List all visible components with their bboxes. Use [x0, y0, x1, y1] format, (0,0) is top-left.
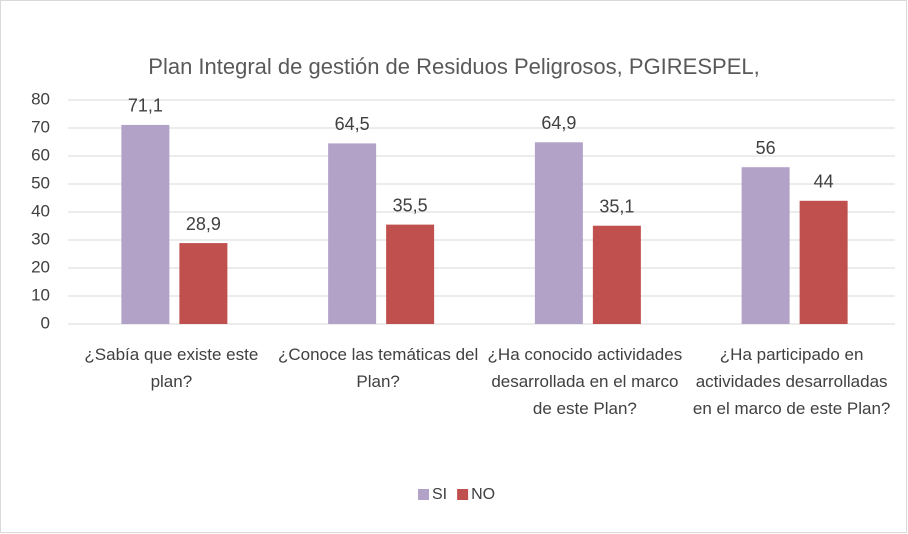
- value-label: 28,9: [186, 214, 221, 234]
- bar: [534, 142, 583, 324]
- y-tick-label: 40: [31, 201, 50, 220]
- value-label: 64,9: [541, 113, 576, 133]
- bar: [592, 225, 641, 324]
- y-tick-label: 80: [31, 89, 50, 108]
- value-label: 35,1: [599, 196, 634, 216]
- bar: [799, 200, 848, 324]
- x-tick-label: ¿Sabía que existe este plan?: [84, 345, 259, 391]
- legend-swatch: [457, 489, 469, 500]
- legend-label: SI: [432, 486, 447, 503]
- x-tick-label: ¿Ha conocido actividades desarrollada en…: [487, 345, 683, 418]
- x-tick-label: ¿Conoce las temáticas del Plan?: [277, 345, 479, 391]
- y-tick-label: 20: [31, 257, 50, 276]
- x-tick-label: ¿Ha participado en actividades desarroll…: [692, 345, 891, 418]
- value-label: 35,5: [393, 195, 428, 215]
- bar: [386, 224, 435, 324]
- value-label: 44: [814, 172, 834, 192]
- y-tick-label: 10: [31, 285, 50, 304]
- legend-label: NO: [471, 486, 495, 503]
- y-tick-label: 50: [31, 173, 50, 192]
- value-label: 56: [756, 138, 776, 158]
- y-tick-label: 60: [31, 145, 50, 164]
- bar: [328, 143, 377, 324]
- chart-title: Plan Integral de gestión de Residuos Pel…: [148, 54, 759, 79]
- y-tick-label: 70: [31, 117, 50, 136]
- legend-swatch: [418, 489, 429, 500]
- bar: [741, 167, 790, 324]
- value-label: 71,1: [128, 96, 163, 116]
- y-tick-label: 30: [31, 229, 50, 248]
- value-label: 64,5: [335, 114, 370, 134]
- y-tick-label: 0: [41, 313, 50, 332]
- bar: [121, 124, 170, 324]
- bar: [179, 243, 228, 324]
